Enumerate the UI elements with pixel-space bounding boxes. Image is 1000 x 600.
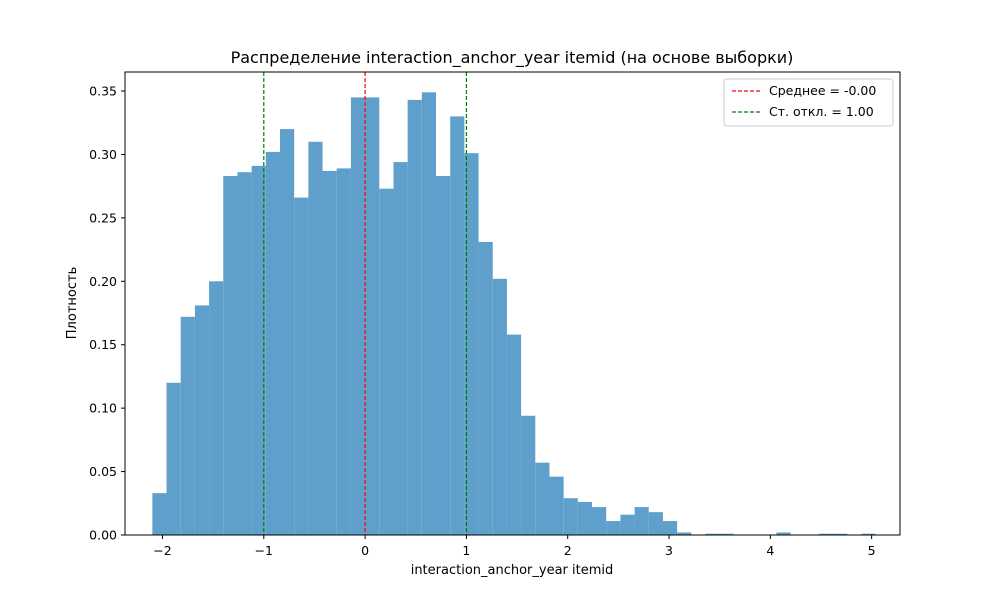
x-tick-label: 2 <box>564 543 572 558</box>
histogram-bar <box>251 165 266 535</box>
histogram-bar <box>450 116 465 535</box>
x-axis-ticks: −2 −1 0 1 2 3 4 5 <box>153 535 876 558</box>
histogram-bar <box>705 533 720 535</box>
legend-label-std: Ст. откл. = 1.00 <box>769 104 874 119</box>
chart-title: Распределение interaction_anchor_year it… <box>231 48 794 68</box>
histogram-bar <box>421 92 437 535</box>
histogram-bar <box>818 533 834 535</box>
histogram-bar <box>379 188 394 536</box>
histogram-bar <box>209 281 224 535</box>
histogram-bar <box>322 170 337 536</box>
histogram-bar <box>577 502 593 535</box>
x-tick-label: 1 <box>462 543 470 558</box>
y-tick-label: 0.15 <box>89 337 117 352</box>
histogram-bar <box>521 415 536 535</box>
histogram-bar <box>662 521 678 535</box>
histogram-bar <box>180 316 195 535</box>
x-tick-label: 5 <box>868 543 876 558</box>
histogram-bar <box>677 532 692 535</box>
histogram-bar <box>861 533 876 535</box>
histogram-bar <box>478 241 493 535</box>
histogram-bar <box>833 533 848 535</box>
x-tick-label: 0 <box>361 543 369 558</box>
y-tick-label: 0.10 <box>89 401 117 416</box>
histogram-bar <box>365 97 380 535</box>
legend: Среднее = -0.00 Ст. откл. = 1.00 <box>723 78 894 127</box>
histogram-bar <box>393 162 408 535</box>
histogram-bar <box>166 382 181 535</box>
histogram-bar <box>294 197 309 536</box>
legend-label-mean: Среднее = -0.00 <box>769 83 876 98</box>
x-tick-label: −1 <box>255 543 273 558</box>
histogram-bar <box>592 507 607 535</box>
histogram-bar <box>535 462 550 535</box>
x-tick-label: 4 <box>766 543 774 558</box>
x-tick-label: −2 <box>153 543 171 558</box>
histogram-bar <box>648 512 663 535</box>
histogram-bar <box>194 305 210 535</box>
reference-lines-group <box>263 72 468 535</box>
histogram-bar <box>506 334 522 535</box>
histogram-bar <box>436 176 451 536</box>
y-tick-label: 0.30 <box>89 147 117 162</box>
histogram-bar <box>336 168 351 536</box>
y-tick-label: 0.25 <box>89 210 117 225</box>
histogram-bar <box>464 153 479 535</box>
y-tick-label: 0.05 <box>89 464 117 479</box>
y-axis-ticks: 0.00 0.05 0.10 0.15 0.20 0.25 0.30 0.35 <box>89 84 125 543</box>
histogram-bar <box>776 532 791 535</box>
histogram-bar <box>549 476 564 535</box>
histogram-bar <box>407 99 422 535</box>
y-tick-label: 0.35 <box>89 84 117 99</box>
histogram-bar <box>492 278 507 535</box>
y-axis-label: Плотность <box>65 267 80 339</box>
histogram-bar <box>606 521 621 535</box>
histogram-bar <box>350 97 366 535</box>
histogram-bar <box>634 507 649 535</box>
histogram-bar <box>237 172 252 536</box>
histogram-bar <box>620 514 635 535</box>
x-tick-label: 3 <box>665 543 673 558</box>
histogram-bar <box>280 129 295 535</box>
histogram-bar <box>308 141 323 535</box>
y-tick-label: 0.00 <box>89 528 117 543</box>
histogram-bar <box>152 493 167 535</box>
plot-frame <box>124 71 901 536</box>
x-axis-label: interaction_anchor_year itemid <box>411 563 614 578</box>
histogram-bar <box>563 498 578 535</box>
y-tick-label: 0.20 <box>89 274 117 289</box>
legend-box <box>723 78 894 127</box>
histogram-bar <box>265 151 280 535</box>
histogram-bar <box>719 533 734 535</box>
bars-group <box>152 92 876 536</box>
histogram-bar <box>223 176 238 536</box>
